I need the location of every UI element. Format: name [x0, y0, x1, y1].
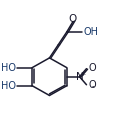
- Text: HO: HO: [1, 63, 16, 73]
- Text: OH: OH: [83, 27, 98, 37]
- Text: O: O: [68, 14, 76, 24]
- Text: -: -: [91, 82, 94, 91]
- Text: HO: HO: [1, 81, 16, 91]
- Text: O: O: [88, 80, 95, 90]
- Text: O: O: [88, 63, 95, 73]
- Text: N: N: [76, 72, 83, 82]
- Text: +: +: [80, 72, 85, 77]
